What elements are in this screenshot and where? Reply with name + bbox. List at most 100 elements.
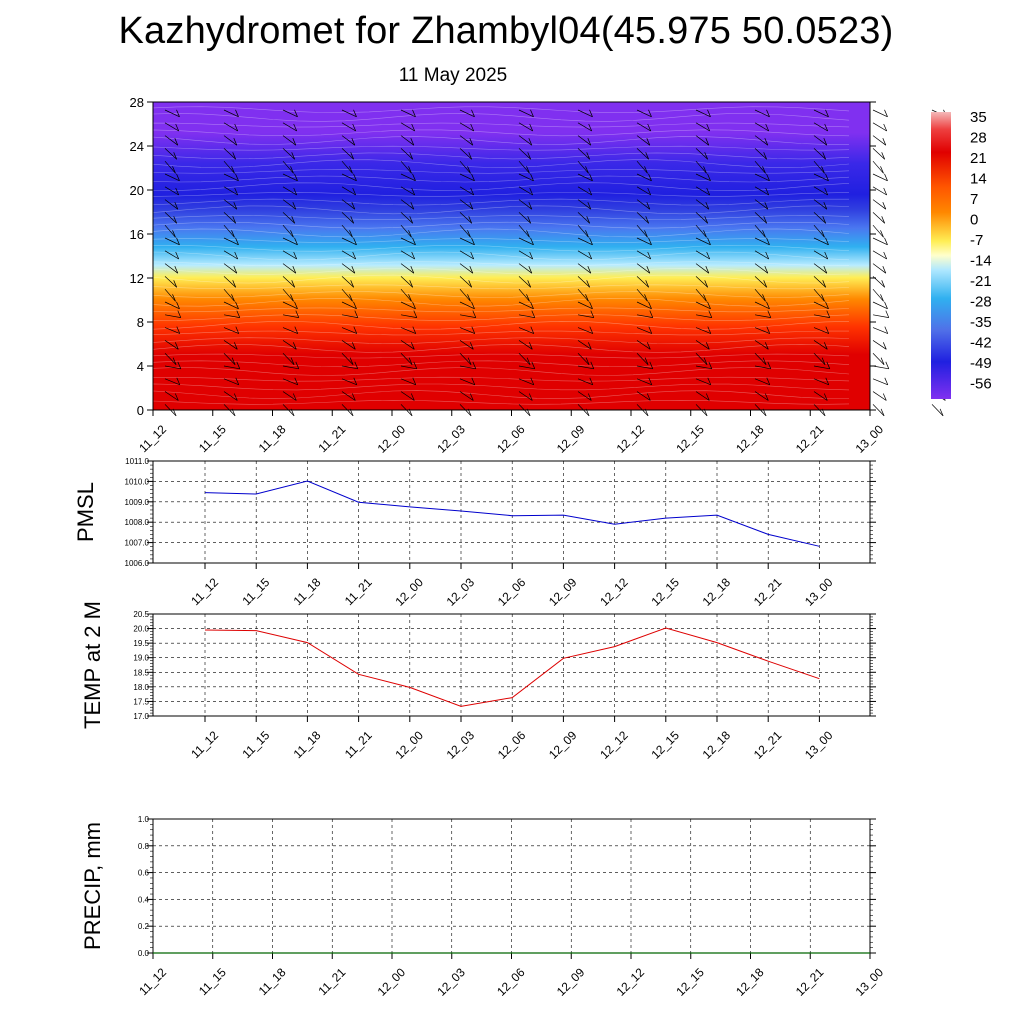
- contour-line: [152, 367, 850, 376]
- chart-title: Kazhydromet for Zhambyl04(45.975 50.0523…: [118, 10, 894, 52]
- wind-barb-flag: [467, 230, 471, 238]
- wind-barb: [754, 224, 766, 238]
- wind-barb-flag: [880, 294, 884, 302]
- wind-barb-flag: [412, 173, 416, 181]
- wind-barb-flag: [350, 216, 355, 224]
- wind-barb: [282, 109, 298, 118]
- wind-barb: [282, 135, 297, 146]
- wind-barb-flag: [291, 216, 296, 224]
- wind-barb-flag: [703, 230, 707, 238]
- wind-barb-flag: [408, 230, 412, 238]
- wind-barb-flag: [528, 342, 533, 350]
- y-tick-label: 1006.0: [125, 559, 150, 568]
- x-tick-label: 11_15: [196, 965, 229, 998]
- contour-line: [152, 383, 850, 391]
- y-tick-label: 20: [130, 183, 144, 198]
- wind-barb-flag: [471, 377, 476, 385]
- wind-barb-flag: [884, 301, 888, 309]
- wind-barb-flag: [234, 123, 239, 132]
- wind-barb: [459, 199, 474, 210]
- wind-barb: [577, 276, 590, 288]
- wind-barb-flag: [531, 361, 536, 369]
- wind-barb: [459, 352, 472, 365]
- wind-barb: [754, 340, 769, 350]
- wind-barb: [636, 237, 652, 246]
- wind-barb-flag: [708, 310, 713, 318]
- wind-barb-flag: [293, 187, 298, 196]
- contour-line: [152, 159, 850, 168]
- wind-barb: [282, 340, 297, 350]
- wind-barb: [459, 314, 476, 318]
- wind-barb-flag: [528, 393, 533, 401]
- wind-barb: [518, 250, 533, 260]
- y-tick-label: 20.5: [133, 610, 149, 619]
- wind-barb-flag: [764, 266, 769, 274]
- wind-barb: [754, 288, 766, 302]
- wind-barb: [813, 288, 825, 302]
- wind-barb: [459, 250, 474, 260]
- wind-barb-flag: [883, 187, 888, 196]
- x-tick-label: 11_21: [342, 575, 375, 608]
- wind-barb: [695, 148, 708, 160]
- wind-barb-flag: [765, 123, 770, 132]
- wind-barb-flag: [294, 377, 299, 385]
- wind-barb-flag: [351, 393, 356, 401]
- wind-barb-flag: [644, 230, 648, 238]
- wind-barb-flag: [353, 237, 357, 245]
- wind-barb: [341, 250, 356, 260]
- wind-barb-flag: [236, 361, 241, 369]
- wind-barb: [459, 378, 475, 386]
- wind-barb-flag: [235, 301, 239, 309]
- wind-barb: [518, 263, 533, 274]
- wind-barb: [459, 365, 476, 370]
- wind-barb-flag: [176, 301, 180, 309]
- wind-barb-flag: [468, 152, 473, 160]
- wind-barb-flag: [531, 310, 536, 318]
- y-tick-label: 1.0: [138, 815, 150, 824]
- wind-barb-flag: [175, 251, 180, 260]
- wind-barb-flag: [470, 123, 475, 132]
- wind-barb: [518, 314, 535, 318]
- wind-barb-flag: [588, 187, 593, 196]
- wind-barb-flag: [762, 230, 766, 238]
- wind-barb-flag: [762, 166, 766, 174]
- wind-barb: [754, 327, 770, 334]
- wind-barb: [164, 199, 179, 210]
- wind-barb-flag: [824, 251, 829, 260]
- wind-barb: [341, 237, 357, 246]
- wind-barb-flag: [588, 123, 593, 132]
- wind-barb-flag: [233, 202, 238, 210]
- contour-line: [152, 344, 850, 353]
- wind-barb: [577, 173, 593, 182]
- wind-barb-flag: [292, 342, 297, 350]
- wind-barb-flag: [292, 393, 297, 401]
- wind-barb: [341, 109, 357, 118]
- wind-barb: [813, 224, 825, 238]
- wind-barb-flag: [469, 342, 474, 350]
- wind-barb: [459, 212, 472, 224]
- wind-barb: [459, 237, 475, 246]
- wind-barb-flag: [763, 216, 768, 224]
- wind-barb-flag: [647, 123, 652, 132]
- wind-barb: [813, 250, 828, 260]
- wind-barb: [341, 391, 356, 401]
- wind-barb: [518, 212, 531, 224]
- wind-barb-flag: [471, 326, 476, 334]
- wind-barb-flag: [645, 216, 650, 224]
- x-tick-label: 12_21: [793, 965, 827, 999]
- wind-barb-flag: [706, 251, 711, 260]
- wind-barb: [164, 288, 176, 302]
- wind-barb: [754, 391, 769, 401]
- x-tick-label: 12_09: [554, 422, 588, 456]
- x-tick-label: 11_15: [196, 422, 229, 455]
- wind-barb: [400, 263, 415, 274]
- contour-line: [152, 182, 850, 192]
- wind-barb: [518, 301, 534, 310]
- wind-barb-flag: [590, 310, 595, 318]
- wind-barb-flag: [762, 357, 767, 365]
- contour-line: [152, 136, 850, 145]
- wind-barb-flag: [408, 166, 412, 174]
- wind-barb-flag: [885, 310, 890, 318]
- wind-barb-flag: [825, 173, 829, 181]
